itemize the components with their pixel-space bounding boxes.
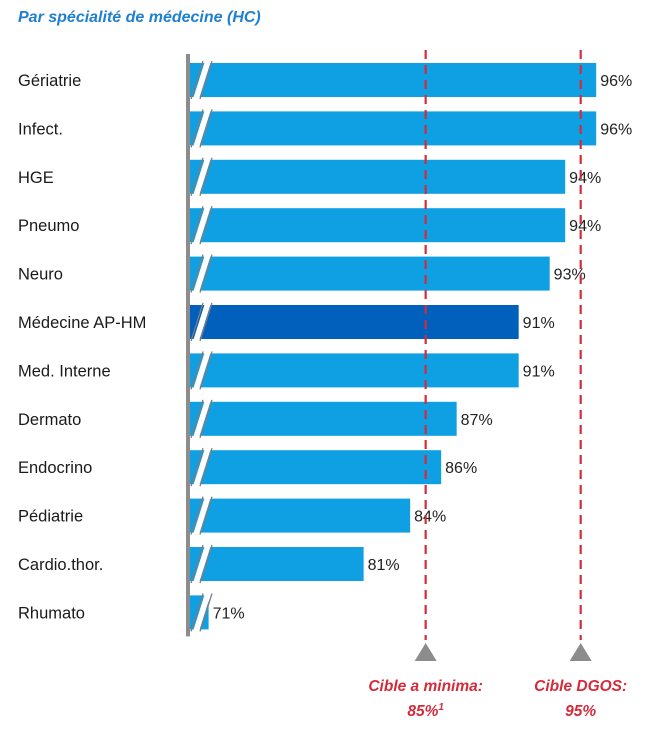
bar [190, 256, 550, 291]
axis-break-line [199, 60, 213, 100]
category-label: Med. Interne [18, 362, 111, 380]
axis-break-mark [193, 593, 211, 632]
axis-break-line [190, 496, 204, 535]
category-label: Endocrino [18, 459, 92, 477]
axis-break-line [190, 206, 204, 245]
bar [190, 547, 364, 581]
category-label: HGE [18, 169, 54, 187]
axis-break-mark [193, 157, 211, 196]
bar [190, 305, 519, 339]
target-label: Cible a minima: [368, 678, 483, 695]
bar [190, 208, 566, 243]
axis-break-mark [193, 61, 211, 99]
category-label: Médecine AP-HM [18, 314, 146, 332]
value-label: 81% [368, 557, 400, 574]
value-label: 94% [569, 218, 601, 235]
target-label-value: 85%1 [407, 702, 444, 720]
axis-break-line [190, 109, 204, 148]
axis-break-line [190, 544, 204, 584]
axis-break-line [190, 254, 204, 293]
axis-break-line [199, 206, 213, 245]
value-label: 84% [414, 509, 446, 526]
category-label: Neuro [18, 266, 63, 284]
category-label: Pneumo [18, 217, 79, 235]
category-label: Rhumato [18, 604, 85, 622]
target-marker-icon [414, 643, 437, 661]
axis-break-line [190, 351, 204, 390]
axis-break-line [199, 544, 213, 584]
category-label: Infect. [18, 120, 63, 138]
axis-break-line [190, 157, 204, 196]
bar [190, 111, 597, 146]
value-label: 87% [461, 412, 493, 429]
value-label: 71% [213, 605, 245, 622]
axis-break-line [190, 593, 204, 632]
axis-break-line [199, 496, 213, 535]
bar [190, 498, 411, 533]
axis-break-line [199, 399, 213, 438]
bar [190, 353, 519, 388]
axis-break-mark [193, 254, 211, 293]
target-label: Cible DGOS: [534, 678, 627, 695]
axis-break-mark [193, 206, 211, 245]
axis-break-line [199, 254, 213, 293]
bar [190, 401, 457, 436]
category-label: Cardio.thor. [18, 556, 103, 574]
value-label: 93% [554, 267, 586, 284]
bar [190, 159, 566, 194]
axis-break-mark [193, 351, 211, 390]
value-label: 96% [600, 121, 632, 138]
bar [190, 63, 597, 97]
value-label: 96% [600, 73, 632, 90]
axis-break-mark [193, 448, 211, 487]
axis-break-line [199, 302, 213, 342]
value-label: 94% [569, 170, 601, 187]
axis-break-mark [193, 496, 211, 535]
axis-break-line [199, 351, 213, 390]
target-marker-icon [569, 643, 592, 661]
axis-break-mark [193, 303, 211, 341]
axis-break-line [190, 302, 204, 342]
axis-break-line [199, 109, 213, 148]
value-label: 86% [445, 460, 477, 477]
axis-break-line [199, 593, 213, 632]
axis-break-line [190, 448, 204, 487]
axis-break-line [190, 399, 204, 438]
axis-break-line [199, 448, 213, 487]
bar [190, 450, 442, 485]
category-label: Gériatrie [18, 72, 81, 90]
category-label: Pédiatrie [18, 508, 83, 526]
axis-break-mark [193, 109, 211, 148]
chart-title: Par spécialité de médecine (HC) [18, 9, 261, 26]
axis-break-mark [193, 399, 211, 438]
category-label: Dermato [18, 411, 81, 429]
axis-break-line [190, 60, 204, 100]
value-label: 91% [523, 363, 555, 380]
target-label-value: 95% [565, 703, 596, 720]
value-label: 91% [523, 315, 555, 332]
axis-break-line [199, 157, 213, 196]
axis-break-mark [193, 545, 211, 583]
